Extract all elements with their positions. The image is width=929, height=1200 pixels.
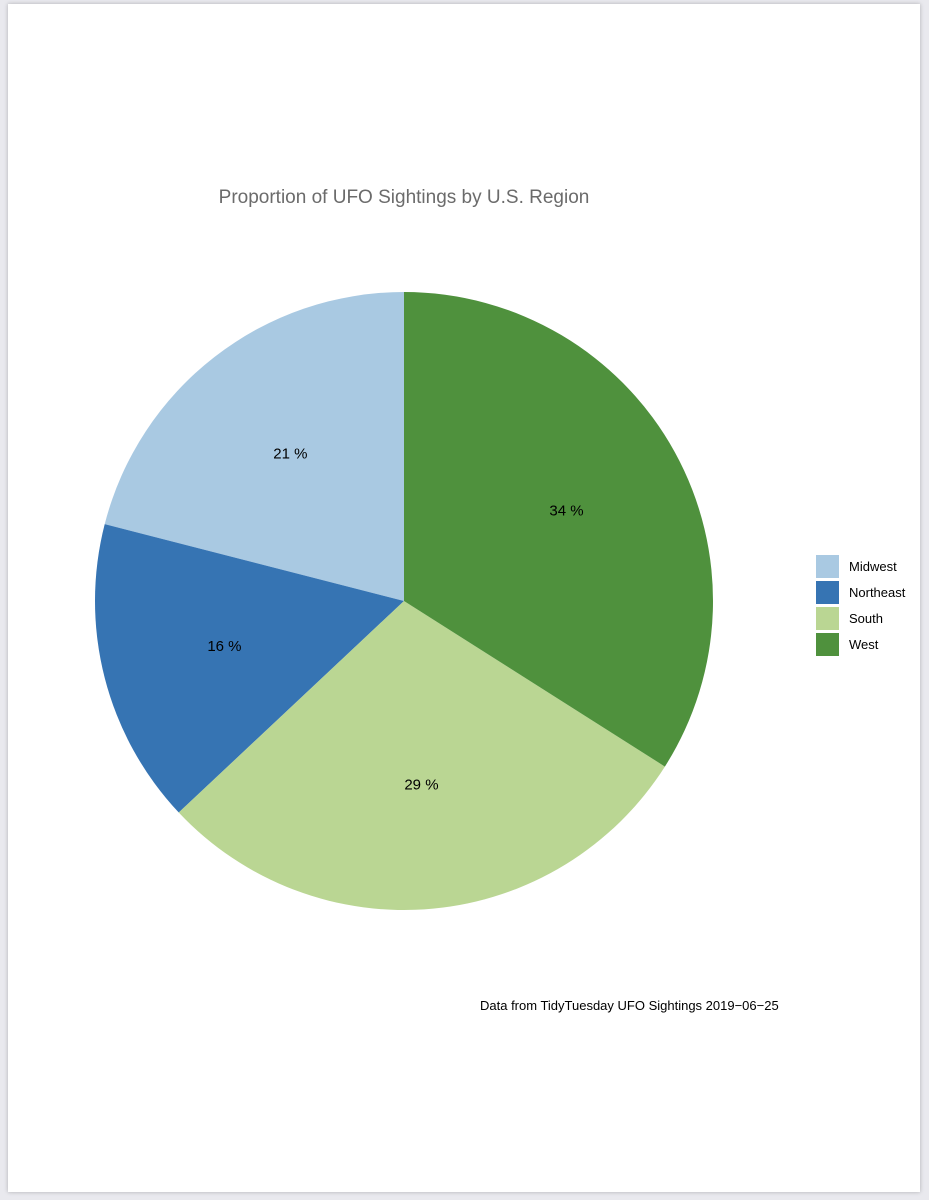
chart-caption: Data from TidyTuesday UFO Sightings 2019… (480, 998, 779, 1013)
legend-label-midwest: Midwest (849, 559, 897, 574)
page: Proportion of UFO Sightings by U.S. Regi… (8, 4, 920, 1192)
slice-label-south: 29 % (404, 777, 438, 794)
legend-item-west: West (816, 631, 905, 657)
legend-item-midwest: Midwest (816, 553, 905, 579)
legend-item-northeast: Northeast (816, 579, 905, 605)
slice-label-northeast: 16 % (207, 638, 241, 655)
slice-label-midwest: 21 % (273, 445, 307, 462)
legend-label-west: West (849, 637, 878, 652)
legend-swatch-midwest (816, 555, 839, 578)
legend-item-south: South (816, 605, 905, 631)
legend-swatch-south (816, 607, 839, 630)
legend-swatch-northeast (816, 581, 839, 604)
pie-chart: 21 % 16 % 29 % 34 % (8, 4, 920, 1192)
legend-label-northeast: Northeast (849, 585, 905, 600)
legend-label-south: South (849, 611, 883, 626)
legend-swatch-west (816, 633, 839, 656)
legend: Midwest Northeast South West (816, 553, 905, 657)
slice-label-west: 34 % (549, 503, 583, 520)
